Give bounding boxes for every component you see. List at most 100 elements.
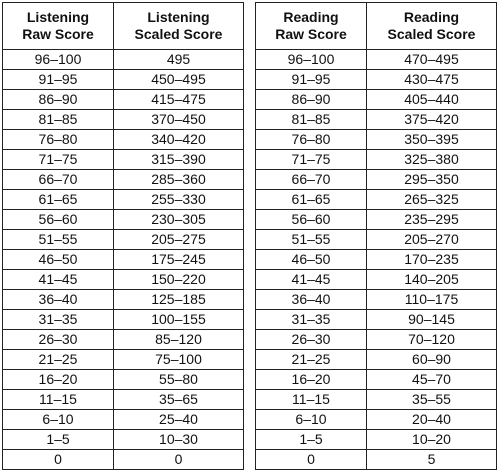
reading-table-row: 36–40 110–175 [255,289,497,310]
listening-scaled-score-cell: 55–80 [113,369,244,390]
listening-raw-score-cell: 51–55 [2,229,114,250]
listening-raw-score-cell: 1–5 [2,429,114,450]
reading-table-body: 96–100 470–495 91–95 430–475 86–90 405–440 81–… [255,49,497,470]
reading-table-row: 61–65 265–325 [255,189,497,210]
reading-table-row: 51–55 205–270 [255,229,497,250]
reading-scaled-score-cell: 90–145 [366,309,497,330]
listening-table-body: 96–100 495 91–95 450–495 86–90 415–475 81–85 37… [2,49,244,470]
listening-scaled-score-cell: 255–330 [113,189,244,210]
listening-raw-score-cell: 16–20 [2,369,114,390]
reading-table-row: 41–45 140–205 [255,269,497,290]
listening-scaled-score-cell: 150–220 [113,269,244,290]
header-line: Scaled Score [387,26,476,42]
header-line: Raw Score [275,26,347,42]
reading-table-row: 11–15 35–55 [255,389,497,410]
reading-table-row: 86–90 405–440 [255,89,497,110]
reading-table-row: 46–50 170–235 [255,249,497,270]
listening-raw-score-cell: 71–75 [2,149,114,170]
listening-scaled-score-cell: 175–245 [113,249,244,270]
listening-table-row: 1–5 10–30 [2,429,244,450]
listening-raw-score-cell: 41–45 [2,269,114,290]
listening-scaled-score-cell: 370–450 [113,109,244,130]
reading-raw-score-cell: 51–55 [255,229,367,250]
reading-scaled-score-cell: 70–120 [366,329,497,350]
listening-scaled-score-cell: 450–495 [113,69,244,90]
listening-raw-score-cell: 11–15 [2,389,114,410]
reading-scaled-score-cell: 295–350 [366,169,497,190]
listening-scaled-score-cell: 75–100 [113,349,244,370]
reading-raw-score-cell: 76–80 [255,129,367,150]
header-line: Reading [283,9,339,25]
reading-raw-score-cell: 11–15 [255,389,367,410]
listening-header-row: Listening Raw Score Listening Scaled Sco… [2,2,244,50]
listening-table-row: 96–100 495 [2,49,244,70]
listening-raw-score-cell: 86–90 [2,89,114,110]
reading-table-row: 56–60 235–295 [255,209,497,230]
reading-table-row: 71–75 325–380 [255,149,497,170]
reading-table-row: 91–95 430–475 [255,69,497,90]
reading-table-row: 66–70 295–350 [255,169,497,190]
reading-raw-score-cell: 16–20 [255,369,367,390]
reading-raw-score-cell: 86–90 [255,89,367,110]
reading-scaled-score-header: Reading Scaled Score [366,2,497,50]
listening-scaled-score-cell: 495 [113,49,244,70]
listening-scaled-score-cell: 285–360 [113,169,244,190]
listening-scaled-score-cell: 315–390 [113,149,244,170]
listening-table-row: 36–40 125–185 [2,289,244,310]
reading-raw-score-cell: 91–95 [255,69,367,90]
reading-score-table: Reading Raw Score Reading Scaled Score 9… [255,2,497,470]
reading-raw-score-cell: 56–60 [255,209,367,230]
listening-table-row: 21–25 75–100 [2,349,244,370]
listening-scaled-score-header: Listening Scaled Score [113,2,244,50]
reading-table-row: 81–85 375–420 [255,109,497,130]
reading-scaled-score-cell: 405–440 [366,89,497,110]
reading-scaled-score-cell: 235–295 [366,209,497,230]
listening-scaled-score-cell: 10–30 [113,429,244,450]
listening-table-row: 56–60 230–305 [2,209,244,230]
listening-raw-score-cell: 6–10 [2,409,114,430]
reading-scaled-score-cell: 35–55 [366,389,497,410]
listening-table-row: 16–20 55–80 [2,369,244,390]
reading-raw-score-cell: 21–25 [255,349,367,370]
reading-scaled-score-cell: 60–90 [366,349,497,370]
listening-scaled-score-cell: 205–275 [113,229,244,250]
listening-table-row: 11–15 35–65 [2,389,244,410]
reading-raw-score-cell: 0 [255,449,367,470]
reading-raw-score-cell: 6–10 [255,409,367,430]
listening-table-row: 61–65 255–330 [2,189,244,210]
reading-raw-score-cell: 71–75 [255,149,367,170]
listening-raw-score-cell: 31–35 [2,309,114,330]
reading-raw-score-cell: 46–50 [255,249,367,270]
reading-table-row: 1–5 10–20 [255,429,497,450]
reading-raw-score-cell: 41–45 [255,269,367,290]
listening-table-row: 81–85 370–450 [2,109,244,130]
listening-scaled-score-cell: 230–305 [113,209,244,230]
reading-table-row: 96–100 470–495 [255,49,497,70]
listening-scaled-score-cell: 35–65 [113,389,244,410]
listening-raw-score-cell: 91–95 [2,69,114,90]
reading-scaled-score-cell: 325–380 [366,149,497,170]
listening-table-row: 86–90 415–475 [2,89,244,110]
reading-scaled-score-cell: 470–495 [366,49,497,70]
header-line: Scaled Score [134,26,223,42]
reading-raw-score-cell: 1–5 [255,429,367,450]
reading-table-row: 26–30 70–120 [255,329,497,350]
reading-scaled-score-cell: 350–395 [366,129,497,150]
reading-raw-score-cell: 36–40 [255,289,367,310]
listening-table-row: 66–70 285–360 [2,169,244,190]
reading-table-row: 6–10 20–40 [255,409,497,430]
reading-scaled-score-cell: 140–205 [366,269,497,290]
listening-scaled-score-cell: 25–40 [113,409,244,430]
reading-scaled-score-cell: 10–20 [366,429,497,450]
reading-raw-score-header: Reading Raw Score [255,2,367,50]
header-line: Raw Score [22,26,94,42]
listening-raw-score-cell: 26–30 [2,329,114,350]
reading-table-row: 31–35 90–145 [255,309,497,330]
listening-raw-score-cell: 36–40 [2,289,114,310]
listening-raw-score-cell: 81–85 [2,109,114,130]
listening-raw-score-header: Listening Raw Score [2,2,114,50]
reading-table-row: 16–20 45–70 [255,369,497,390]
reading-table-row: 21–25 60–90 [255,349,497,370]
reading-raw-score-cell: 81–85 [255,109,367,130]
